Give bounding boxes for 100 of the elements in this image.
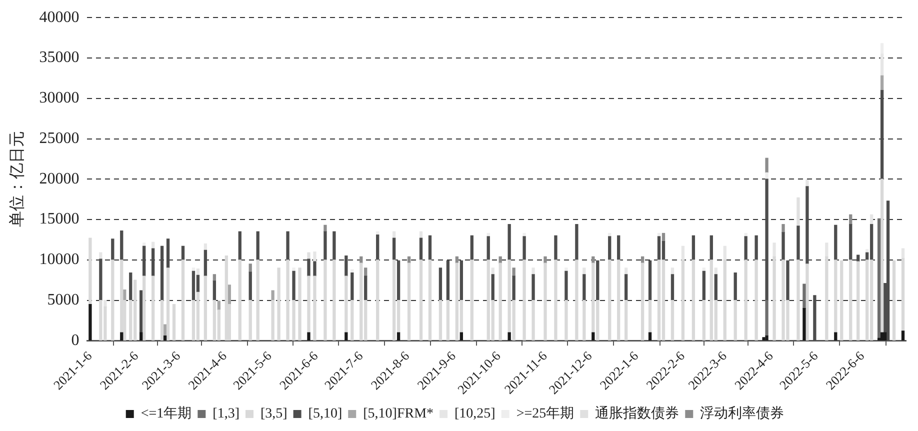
- bar: [228, 284, 231, 305]
- bar: [582, 274, 586, 301]
- bar: [662, 260, 666, 341]
- bar: [99, 258, 102, 301]
- bar: [460, 260, 464, 301]
- bar: [292, 270, 296, 301]
- bar: [512, 268, 516, 276]
- bar: [532, 274, 535, 301]
- bar: [657, 236, 661, 260]
- bar: [564, 300, 568, 341]
- y-axis-title: 单位：亿日元: [8, 131, 26, 228]
- bar: [248, 300, 252, 341]
- bar: [407, 262, 411, 341]
- bar: [277, 268, 280, 341]
- bar: [271, 300, 274, 341]
- bar: [111, 260, 114, 341]
- bar: [765, 300, 768, 336]
- bar: [313, 261, 316, 276]
- bar: [744, 236, 748, 260]
- bar: [224, 256, 228, 341]
- bar: [648, 332, 652, 341]
- bar: [564, 268, 568, 272]
- bar: [438, 268, 442, 301]
- bar: [870, 224, 874, 260]
- legend-label: [3,5]: [260, 406, 288, 422]
- y-tick-label: 5000: [47, 291, 80, 308]
- bar: [754, 235, 758, 260]
- bar: [376, 260, 380, 341]
- bar: [765, 178, 768, 301]
- bar: [298, 268, 302, 341]
- bar: [849, 260, 852, 341]
- bar: [212, 300, 216, 341]
- bar: [88, 304, 92, 341]
- bar: [866, 260, 869, 341]
- bar: [360, 262, 363, 341]
- bar: [392, 260, 396, 341]
- bar: [575, 224, 578, 260]
- bar: [88, 238, 92, 305]
- bar: [129, 272, 132, 301]
- bar: [564, 270, 568, 301]
- bar: [522, 236, 526, 260]
- bar: [883, 332, 887, 341]
- bar: [806, 186, 809, 264]
- bar: [806, 264, 809, 341]
- bar: [834, 260, 838, 333]
- bar: [522, 260, 526, 341]
- bar: [307, 252, 310, 260]
- bar: [344, 276, 348, 333]
- y-tick-label: 30000: [39, 90, 80, 107]
- y-tick-label: 25000: [39, 130, 80, 147]
- y-tick-label: 0: [71, 332, 80, 349]
- bar: [324, 224, 327, 232]
- bar: [512, 276, 516, 301]
- bar: [617, 235, 620, 260]
- bar: [840, 260, 844, 341]
- bar: [498, 262, 502, 341]
- bar: [849, 224, 852, 260]
- bar: [754, 260, 758, 341]
- bar: [307, 276, 310, 333]
- bar: [657, 260, 661, 341]
- bar: [286, 231, 290, 260]
- bar: [648, 260, 652, 301]
- bar: [196, 292, 200, 341]
- legend-label: [5,10]FRM*: [363, 406, 434, 422]
- bar: [765, 172, 768, 180]
- bar: [428, 235, 432, 260]
- y-tick-label: 15000: [39, 210, 80, 228]
- bar: [624, 274, 628, 301]
- bar: [782, 232, 785, 260]
- bar: [532, 300, 535, 341]
- bar: [332, 231, 336, 260]
- bar: [765, 336, 768, 341]
- bar: [271, 290, 274, 301]
- bar: [710, 235, 713, 260]
- bar: [692, 260, 696, 341]
- bar: [344, 256, 348, 276]
- bar: [238, 231, 242, 260]
- legend-label: <=1年期: [140, 406, 192, 422]
- bar: [670, 274, 674, 301]
- bar: [142, 246, 146, 276]
- bar: [307, 258, 310, 276]
- bar: [212, 280, 216, 301]
- bar: [592, 332, 595, 341]
- bar: [160, 246, 164, 301]
- bar: [166, 268, 170, 341]
- bar: [491, 274, 494, 301]
- bar: [806, 180, 809, 187]
- bar: [324, 260, 327, 341]
- bar: [120, 230, 124, 260]
- bar: [880, 90, 884, 180]
- bar: [256, 231, 260, 260]
- bar: [364, 276, 368, 301]
- bar: [892, 260, 896, 341]
- bar: [120, 332, 124, 341]
- bar: [796, 226, 800, 260]
- bar: [204, 276, 208, 341]
- bar: [880, 332, 884, 341]
- legend-label: [10,25]: [454, 406, 496, 422]
- bar: [192, 270, 196, 301]
- bar: [455, 262, 459, 341]
